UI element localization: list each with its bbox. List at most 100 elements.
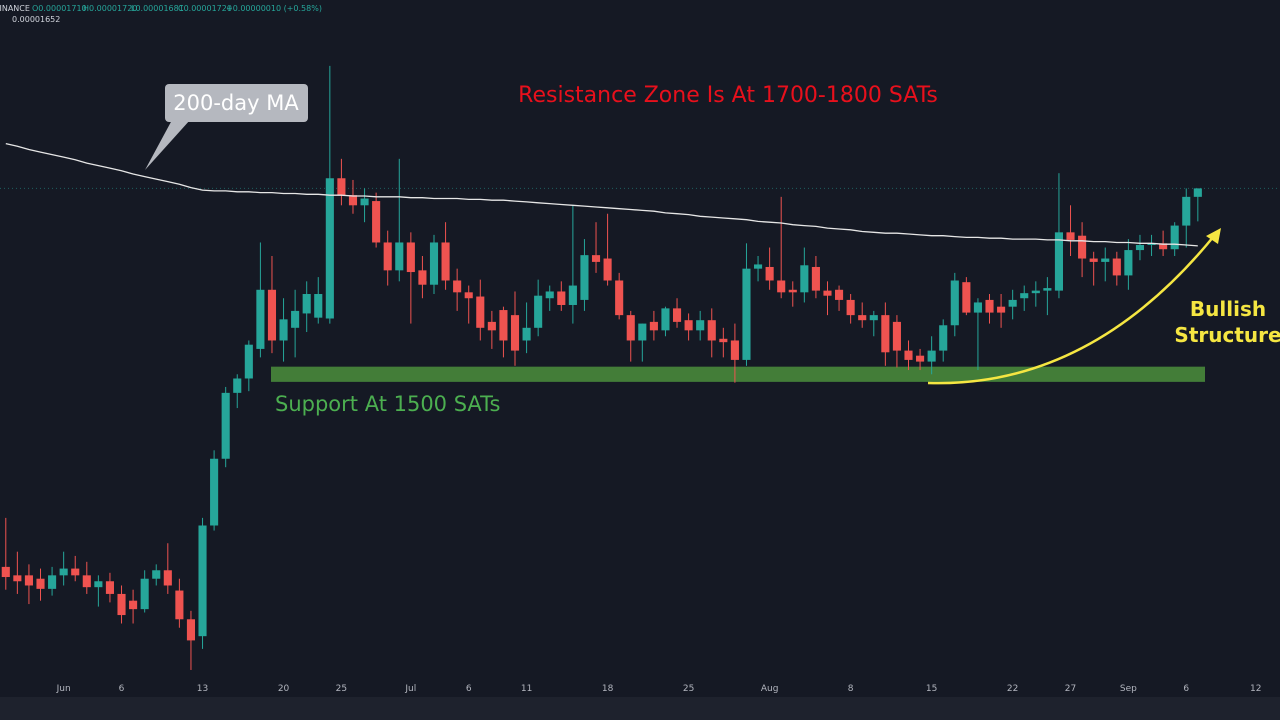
candle-body [765,266,774,281]
candle-body [71,568,80,576]
candle-body [615,280,624,316]
candle-body [59,568,68,576]
candle-body [1,566,10,578]
close: C0.00001720 [178,4,232,13]
x-tick-label: 15 [926,684,937,694]
candle-body [233,378,242,393]
candle-body [939,325,948,351]
candle-body [1135,245,1145,251]
candle-body [973,302,982,313]
candle-body [661,308,670,331]
candle-body [325,178,334,319]
candle-body [881,315,890,353]
candle-body [1078,235,1087,259]
candle-body [835,289,844,300]
x-tick-label: 27 [1065,684,1076,694]
candle-body [186,619,196,641]
candle-body [487,321,496,331]
candle-body [557,291,566,305]
x-tick-label: 12 [1250,684,1261,694]
x-tick-label: 25 [683,684,694,694]
candle-body [267,289,277,341]
structure-label: Bullish [1190,297,1266,321]
candle-body [510,315,520,351]
candle-body [719,338,728,343]
candle-body [198,525,207,637]
ma-value: 0.00001652 [12,15,60,24]
candle-body [649,321,658,331]
candle-body [453,280,462,293]
candle-body [1031,290,1040,294]
bullish-arrow [927,235,1215,385]
x-tick-label: Jun [56,684,71,694]
candle-body [82,575,91,588]
candle-body [140,578,149,610]
candle-body [603,258,612,281]
x-tick-label: 13 [197,684,208,694]
candle-body [372,201,381,243]
arrow-head [1206,228,1221,244]
structure-label: Structure [1174,323,1280,347]
candle-body [858,315,867,321]
candle-body [846,299,855,316]
candle-body [256,289,265,349]
open: O0.00001710 [32,4,87,13]
candle-body [105,581,114,594]
candle-body [626,315,635,341]
plot [0,65,1280,670]
candle-body [1008,299,1017,307]
candle-body [464,292,473,299]
candle-body [730,340,739,360]
candle-body [175,590,184,620]
x-tick-label: 18 [602,684,614,694]
bottom-bar [0,697,1280,720]
x-tick-label: Aug [761,684,779,694]
x-tick-label: 6 [466,684,472,694]
candle-body [950,280,959,326]
candle-body [580,255,589,300]
candle-body [395,242,404,271]
candle-body [360,198,369,206]
candle-body [1101,258,1110,262]
candle-body [696,320,705,331]
candle-body [1043,288,1052,291]
candle-body [1112,258,1121,276]
candle-body [279,319,288,341]
candle-body [163,570,172,586]
candle-body [869,315,878,321]
x-tick-label: 22 [1007,684,1018,694]
candle-body [117,593,126,616]
candle-body [291,310,300,328]
candle-body [24,575,33,586]
candle-body [672,308,682,322]
candle-body [383,242,392,271]
candle-body [997,306,1006,313]
candle-body [742,268,751,360]
candle-body [1124,250,1133,276]
x-tick-label: 11 [521,684,532,694]
candle-body [892,321,901,351]
candle-body [753,264,763,269]
high: H0.00001720 [83,4,137,13]
support-annotation: Support At 1500 SATs [275,392,500,416]
candle-body [788,289,797,293]
candle-body [962,282,971,313]
x-tick-label: 6 [119,684,125,694]
candle-body [1170,225,1179,250]
candle-body [337,178,346,196]
candle-body [1066,232,1075,240]
candle-body [152,570,161,579]
candle-body [48,575,57,589]
candle-body [545,291,554,299]
candle-body [684,320,693,331]
ma-line [5,142,1198,247]
candle-body [1054,232,1064,291]
candle-body [522,327,531,341]
resistance-annotation: Resistance Zone Is At 1700-1800 SATs [518,83,938,108]
candle-body [418,270,427,285]
x-tick-label: Jul [404,684,416,694]
candle-body [221,392,230,459]
x-tick-label: 20 [278,684,290,694]
